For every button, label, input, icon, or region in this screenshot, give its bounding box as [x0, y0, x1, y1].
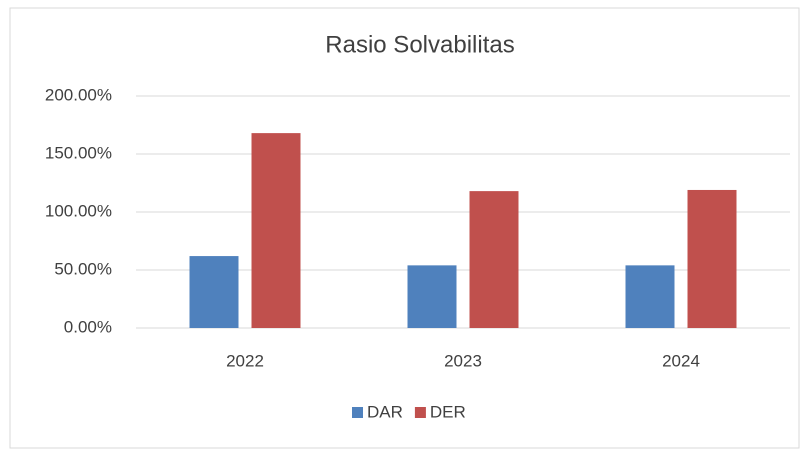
y-tick-label: 200.00% — [45, 85, 112, 104]
bar — [251, 133, 301, 328]
x-tick-label: 2023 — [444, 351, 482, 370]
bar — [407, 265, 457, 328]
legend-swatch — [352, 407, 363, 418]
legend-label: DER — [430, 402, 466, 421]
y-tick-label: 0.00% — [64, 317, 112, 336]
x-tick-label: 2022 — [226, 351, 264, 370]
bar — [625, 265, 675, 328]
bar — [687, 189, 737, 328]
legend-swatch — [414, 407, 426, 418]
chart-title: Rasio Solvabilitas — [325, 31, 514, 58]
y-tick-label: 150.00% — [45, 143, 112, 162]
y-tick-label: 50.00% — [54, 259, 112, 278]
chart-border — [9, 7, 800, 449]
bar — [469, 191, 519, 328]
bar — [189, 256, 239, 328]
y-tick-label: 100.00% — [45, 201, 112, 220]
legend-label: DAR — [367, 402, 403, 421]
x-tick-label: 2024 — [662, 351, 700, 370]
